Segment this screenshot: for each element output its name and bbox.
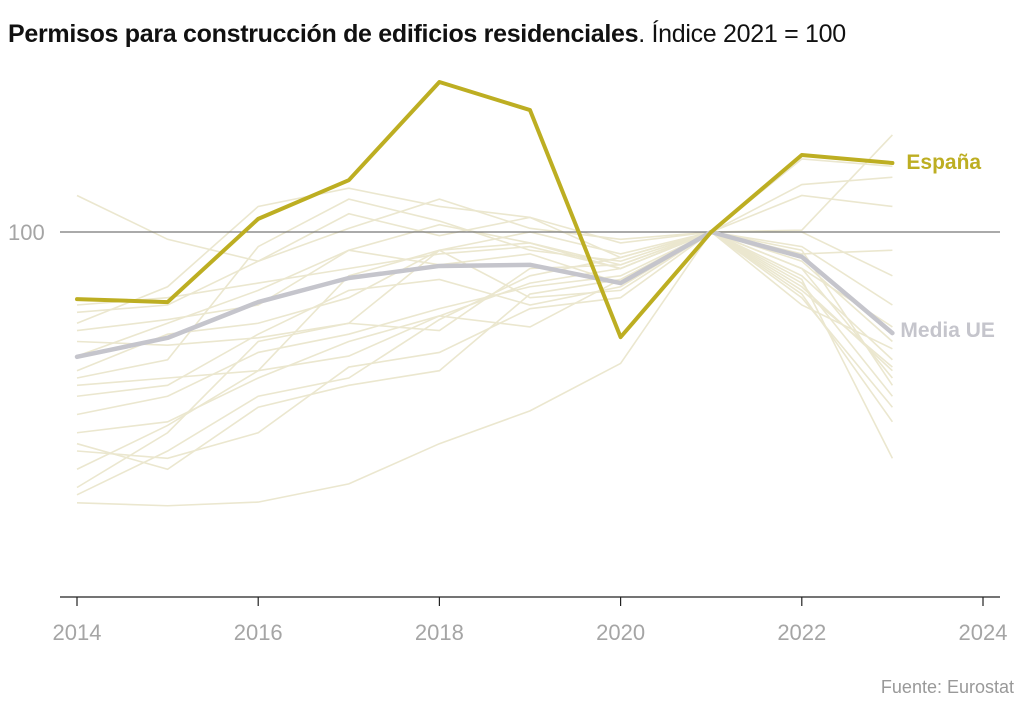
country-series-line <box>76 231 894 379</box>
x-tick-label: 2024 <box>959 620 1008 645</box>
title-bold: Permisos para construcción de edificios … <box>8 20 639 48</box>
eu-mean-line <box>74 229 895 360</box>
country-series-line <box>76 231 894 471</box>
spain-series-label: España <box>906 151 981 174</box>
country-series-line <box>76 230 893 460</box>
country-series-line <box>76 176 893 379</box>
title-subtitle: . Índice 2021 = 100 <box>638 20 846 48</box>
country-series-line <box>76 231 894 489</box>
spain-line <box>75 79 895 340</box>
y-tick-label: 100 <box>8 220 45 245</box>
x-tick-label: 2022 <box>777 620 826 645</box>
country-series-line <box>76 231 893 387</box>
country-series-line <box>76 231 893 398</box>
chart-title: Permisos para construcción de edificios … <box>8 20 846 49</box>
x-tick-label: 2014 <box>53 620 102 645</box>
country-series-line <box>76 223 893 372</box>
country-series-line <box>76 134 893 507</box>
x-tick-label: 2018 <box>415 620 464 645</box>
country-series-line <box>76 231 893 306</box>
source-note: Fuente: Eurostat <box>880 677 1014 697</box>
x-tick-label: 2020 <box>596 620 645 645</box>
country-series-line <box>76 231 894 470</box>
country-series-line <box>76 231 893 372</box>
country-series-line <box>76 194 893 263</box>
eu-mean-series-label: Media UE <box>900 319 995 342</box>
x-tick-label: 2016 <box>234 620 283 645</box>
